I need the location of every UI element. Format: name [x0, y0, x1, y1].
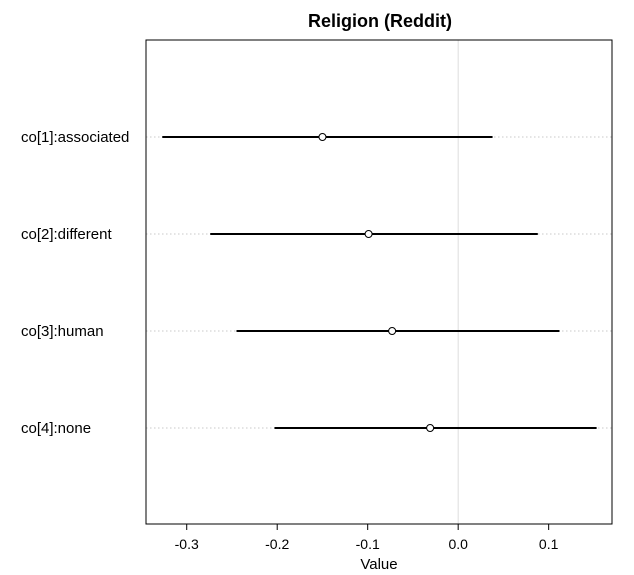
estimate-point	[318, 133, 327, 141]
category-label: co[4]:none	[21, 420, 91, 437]
x-tick-label: -0.1	[356, 536, 380, 552]
x-tick-label: -0.2	[265, 536, 289, 552]
plot-frame	[145, 39, 613, 525]
x-axis: -0.3 -0.2 -0.1 0.0 0.1	[175, 524, 559, 552]
estimate-point	[364, 230, 373, 238]
x-tick-label: 0.1	[539, 536, 559, 552]
category-label: co[1]:associated	[21, 129, 129, 146]
x-tick-label: -0.3	[175, 536, 199, 552]
estimate-point	[426, 424, 435, 432]
x-axis-title: Value	[360, 556, 397, 573]
plot-layer: co[1]:associated co[2]:different co[3]:hum…	[21, 40, 612, 524]
category-label: co[3]:human	[21, 323, 104, 340]
category-label: co[2]:different	[21, 226, 112, 243]
chart-title: Religion (Reddit)	[308, 11, 452, 31]
x-tick-label: 0.0	[448, 536, 468, 552]
estimate-point	[388, 327, 397, 335]
